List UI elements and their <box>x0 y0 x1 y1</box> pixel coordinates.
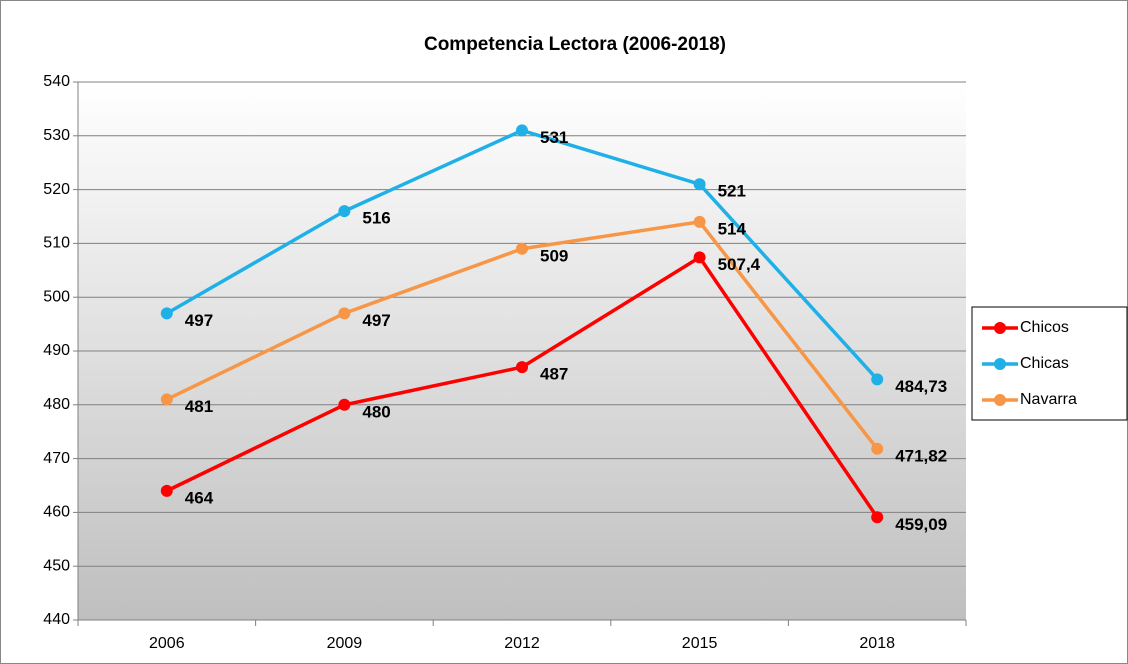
data-point <box>338 307 351 320</box>
y-tick-label: 470 <box>43 450 70 467</box>
data-point <box>693 178 706 191</box>
legend-label: Navarra <box>1020 391 1077 408</box>
legend-label: Chicos <box>1020 319 1069 336</box>
data-point <box>693 215 706 228</box>
data-point <box>516 124 528 137</box>
y-tick-label: 510 <box>43 235 70 252</box>
data-point <box>516 242 528 255</box>
data-point <box>160 307 173 320</box>
data-point <box>338 398 351 411</box>
data-label: 471,82 <box>895 446 947 465</box>
y-tick-label: 440 <box>43 611 70 628</box>
data-label: 487 <box>540 365 568 384</box>
legend-label: Chicas <box>1020 355 1069 372</box>
x-tick-label: 2015 <box>682 635 718 652</box>
data-point <box>160 393 173 406</box>
x-tick-label: 2006 <box>149 635 185 652</box>
y-tick-label: 540 <box>43 73 70 90</box>
y-tick-label: 490 <box>43 342 70 359</box>
data-label: 509 <box>540 246 568 265</box>
data-label: 484,73 <box>895 377 947 396</box>
y-tick-label: 460 <box>43 504 70 521</box>
data-point <box>871 511 884 524</box>
legend-marker <box>994 358 1006 370</box>
data-label: 531 <box>540 128 568 147</box>
data-label: 480 <box>362 402 390 421</box>
data-point <box>160 484 173 497</box>
data-label: 514 <box>718 219 747 238</box>
y-tick-label: 450 <box>43 557 70 574</box>
data-label: 481 <box>185 397 213 416</box>
legend-marker <box>994 322 1006 334</box>
data-point <box>871 373 884 386</box>
y-tick-label: 520 <box>43 181 70 198</box>
data-point <box>516 361 528 374</box>
data-label: 464 <box>185 488 214 507</box>
x-tick-label: 2012 <box>504 635 540 652</box>
data-point <box>871 442 884 455</box>
y-tick-label: 500 <box>43 288 70 305</box>
data-point <box>693 251 706 264</box>
data-label: 516 <box>362 209 390 228</box>
data-label: 497 <box>185 311 213 330</box>
data-label: 521 <box>718 182 746 201</box>
data-label: 507,4 <box>718 255 761 274</box>
chart-title: Competencia Lectora (2006-2018) <box>424 34 726 55</box>
x-tick-label: 2009 <box>327 635 363 652</box>
data-point <box>338 205 351 218</box>
y-tick-label: 530 <box>43 127 70 144</box>
x-tick-label: 2018 <box>859 635 895 652</box>
y-tick-label: 480 <box>43 396 70 413</box>
data-label: 459,09 <box>895 515 947 534</box>
data-label: 497 <box>362 311 390 330</box>
legend-marker <box>994 394 1006 406</box>
